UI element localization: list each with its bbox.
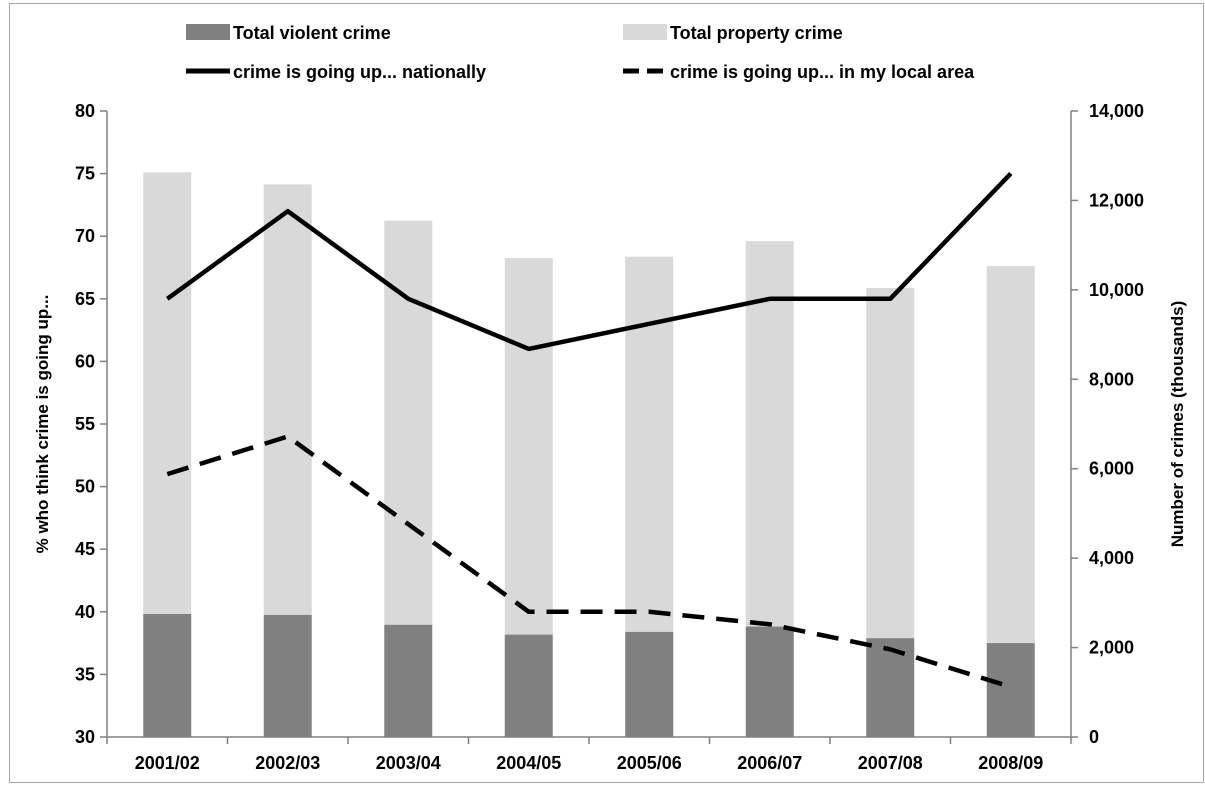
bar-property-0 [143,172,192,615]
left-tick-label: 40 [75,602,95,622]
x-tick-label: 2007/08 [858,753,923,773]
x-tick-label: 2006/07 [737,753,802,773]
y-axis-title: % who think crime is going up... [33,295,52,554]
bar-violent-2 [384,624,433,737]
left-tick-label: 75 [75,164,95,184]
right-tick-label: 10,000 [1089,280,1144,300]
chart-frame [9,3,1204,783]
bar-violent-5 [745,626,794,737]
legend-label-3: crime is going up... in my local area [670,62,975,82]
bar-violent-7 [986,643,1035,737]
x-tick-label: 2001/02 [135,753,200,773]
right-tick-label: 12,000 [1089,190,1144,210]
left-tick-label: 70 [75,226,95,246]
left-tick-label: 50 [75,477,95,497]
bar-property-6 [866,288,915,639]
right-tick-label: 0 [1089,727,1099,747]
x-tick-label: 2003/04 [376,753,441,773]
legend-swatch-1 [623,24,667,40]
legend-label-0: Total violent crime [233,23,391,43]
legend-swatch-0 [186,24,230,40]
right-tick-label: 6,000 [1089,459,1134,479]
bar-property-2 [384,220,433,625]
x-tick-label: 2002/03 [255,753,320,773]
right-tick-label: 2,000 [1089,638,1134,658]
legend-label-2: crime is going up... nationally [233,62,486,82]
x-tick-label: 2004/05 [496,753,561,773]
bar-violent-4 [625,631,674,737]
right-tick-label: 14,000 [1089,101,1144,121]
left-tick-label: 35 [75,664,95,684]
legend-label-1: Total property crime [670,23,843,43]
line-local-area [166,434,1012,690]
bar-property-5 [745,241,794,627]
left-tick-label: 30 [75,727,95,747]
bar-property-7 [986,266,1035,644]
bar-property-1 [263,184,312,615]
left-tick-label: 60 [75,351,95,371]
left-tick-label: 45 [75,539,95,559]
left-tick-label: 80 [75,101,95,121]
bar-violent-0 [143,614,192,737]
x-tick-label: 2005/06 [617,753,682,773]
bar-violent-3 [504,634,553,737]
right-tick-label: 4,000 [1089,548,1134,568]
bar-violent-1 [263,614,312,737]
left-tick-label: 55 [75,414,95,434]
x-tick-label: 2008/09 [978,753,1043,773]
bar-property-3 [504,258,553,635]
line-nationally [165,172,1013,352]
bar-property-4 [625,256,674,632]
left-tick-label: 65 [75,289,95,309]
bar-violent-6 [866,638,915,737]
right-tick-label: 8,000 [1089,369,1134,389]
y2-axis-title: Number of crimes (thousands) [1168,301,1187,548]
